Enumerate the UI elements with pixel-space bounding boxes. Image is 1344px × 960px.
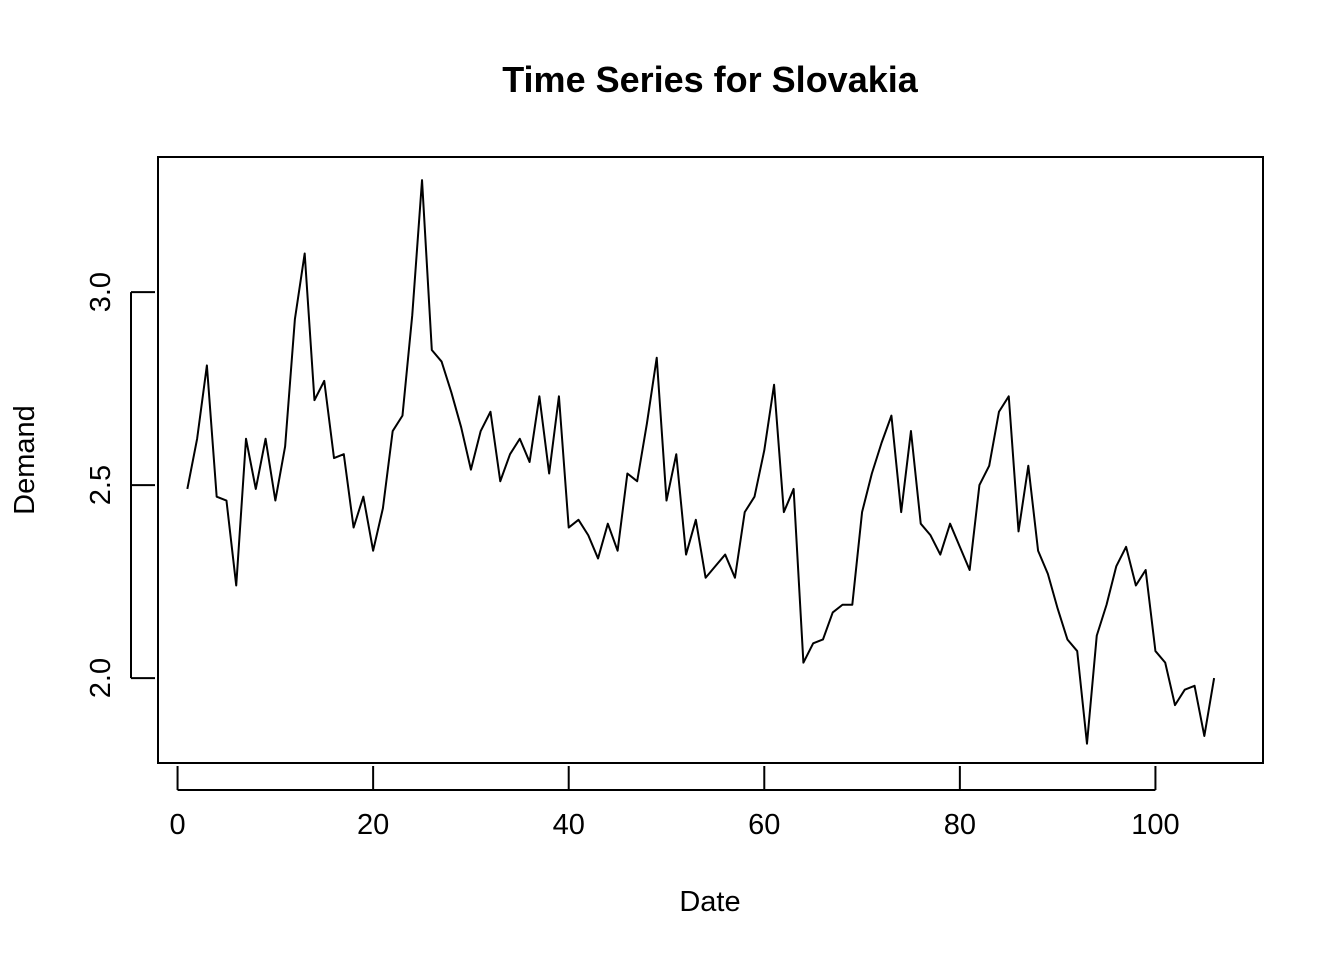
x-tick-label: 20 <box>357 809 389 841</box>
x-axis: 0 20 40 60 80 100 <box>169 766 1180 841</box>
plot-frame <box>157 156 1264 764</box>
x-tick-label: 100 <box>1131 809 1179 841</box>
y-axis: 2.0 2.5 3.0 <box>85 272 155 698</box>
series-line <box>186 179 1216 745</box>
x-tick-label: 0 <box>169 809 185 841</box>
x-tick-label: 60 <box>748 809 780 841</box>
x-axis-label: Date <box>679 886 740 918</box>
chart-title: Time Series for Slovakia <box>502 59 919 100</box>
y-tick-label: 3.0 <box>85 272 117 312</box>
y-axis-label: Demand <box>9 405 41 515</box>
x-tick-label: 40 <box>553 809 585 841</box>
x-tick-label: 80 <box>944 809 976 841</box>
y-tick-label: 2.0 <box>85 658 117 698</box>
series-layer <box>186 179 1216 745</box>
y-tick-label: 2.5 <box>85 465 117 505</box>
